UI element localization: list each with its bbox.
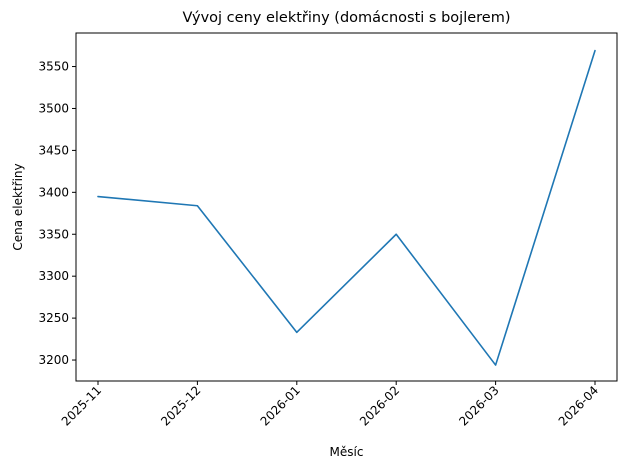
y-tick-label: 3300: [38, 269, 69, 283]
x-axis-label: Měsíc: [330, 445, 364, 459]
x-tick-label: 2026-02: [357, 383, 402, 428]
y-tick-label: 3500: [38, 101, 69, 115]
chart-title: Vývoj ceny elektřiny (domácnosti s bojle…: [182, 10, 510, 26]
y-tick-label: 3550: [38, 60, 69, 74]
x-tick-label: 2025-11: [59, 383, 104, 428]
x-tick-label: 2026-01: [258, 383, 303, 428]
y-axis: 3200 3250 3300 3350 3400 3450 3500 3550: [38, 60, 76, 367]
plot-area-frame: [75, 32, 618, 382]
x-tick-label: 2026-03: [456, 383, 501, 428]
x-tick-label: 2025-12: [158, 383, 203, 428]
y-tick-label: 3400: [38, 185, 69, 199]
y-axis-label: Cena elektřiny: [11, 163, 25, 250]
x-tick-label: 2026-04: [556, 383, 601, 428]
y-tick-label: 3350: [38, 227, 69, 241]
x-axis: 2025-11 2025-12 2026-01 2026-02 2026-03 2026-…: [59, 381, 601, 429]
y-tick-label: 3450: [38, 143, 69, 157]
price-series-line: [97, 49, 596, 366]
y-tick-label: 3250: [38, 311, 69, 325]
y-tick-label: 3200: [38, 353, 69, 367]
